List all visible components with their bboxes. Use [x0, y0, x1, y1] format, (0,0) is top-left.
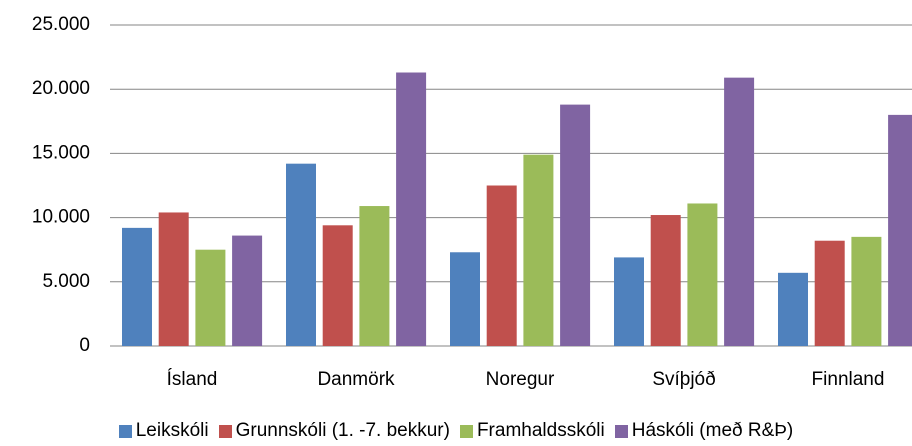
x-tick-label: Finnland — [812, 369, 885, 390]
x-tick-label: Noregur — [486, 369, 555, 390]
bar — [650, 215, 681, 346]
y-tick-label: 25.000 — [32, 14, 90, 35]
bar — [232, 235, 263, 346]
bar — [614, 257, 644, 346]
y-tick-label: 20.000 — [32, 78, 90, 99]
legend-swatch — [218, 424, 232, 438]
y-tick-label: 10.000 — [32, 207, 90, 228]
bar — [122, 227, 152, 346]
legend-label: Framhaldsskóli — [476, 420, 605, 441]
bar — [560, 104, 591, 346]
y-tick-label: 0 — [79, 335, 90, 356]
legend-label: Leikskóli — [135, 420, 209, 441]
x-tick-label: Danmörk — [317, 369, 395, 390]
bar — [486, 185, 517, 346]
bar — [724, 77, 755, 347]
legend-item: Grunnskóli (1. -7. bekkur) — [218, 420, 450, 442]
legend-label: Háskóli (með R&Þ) — [631, 420, 794, 441]
legend-swatch — [118, 424, 132, 438]
bar — [359, 206, 390, 346]
legend: Leikskóli Grunnskóli (1. -7. bekkur) Framh… — [0, 420, 912, 442]
bar — [195, 249, 226, 346]
legend-label: Grunnskóli (1. -7. bekkur) — [235, 420, 450, 441]
y-tick-label: 15.000 — [32, 142, 90, 163]
bar — [158, 212, 189, 346]
y-tick-label: 5.000 — [42, 271, 90, 292]
bar — [396, 72, 427, 347]
legend-item: Framhaldsskóli — [459, 420, 605, 442]
legend-item: Háskóli (með R&Þ) — [614, 420, 794, 442]
bar — [523, 154, 554, 346]
legend-swatch — [459, 424, 473, 438]
chart: 0 5.000 10.000 15.000 20.000 25.000 Ísland Danm… — [32, 14, 912, 390]
x-tick-label: Svíþjóð — [652, 369, 715, 390]
bar — [687, 203, 718, 346]
bar — [851, 236, 882, 346]
bar — [450, 252, 480, 346]
x-tick-label: Ísland — [167, 369, 218, 390]
legend-item: Leikskóli — [118, 420, 209, 442]
bar — [888, 114, 912, 346]
bar — [286, 163, 316, 346]
legend-swatch — [614, 424, 628, 438]
bar — [322, 225, 353, 346]
bar — [814, 240, 845, 346]
bar — [778, 272, 808, 346]
